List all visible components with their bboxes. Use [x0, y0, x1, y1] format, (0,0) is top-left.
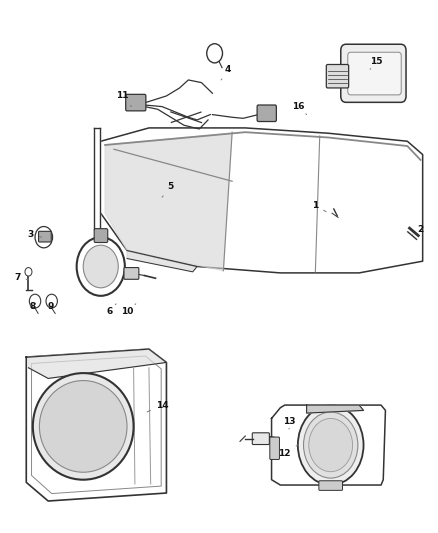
Text: 11: 11 — [117, 92, 131, 107]
Ellipse shape — [33, 373, 134, 480]
Circle shape — [207, 44, 223, 63]
FancyBboxPatch shape — [326, 64, 349, 88]
Text: 16: 16 — [292, 102, 307, 115]
Text: 8: 8 — [30, 302, 36, 311]
Text: 3: 3 — [28, 230, 42, 239]
FancyBboxPatch shape — [39, 231, 51, 242]
Polygon shape — [127, 251, 197, 272]
Circle shape — [35, 227, 53, 248]
Polygon shape — [26, 349, 166, 501]
Text: 1: 1 — [312, 201, 326, 212]
Text: 13: 13 — [283, 417, 295, 429]
Text: 2: 2 — [412, 225, 424, 235]
Circle shape — [29, 294, 41, 308]
Circle shape — [77, 237, 125, 296]
FancyBboxPatch shape — [341, 44, 406, 102]
FancyBboxPatch shape — [126, 94, 146, 111]
Circle shape — [298, 405, 364, 485]
FancyBboxPatch shape — [257, 105, 276, 122]
Text: 5: 5 — [162, 182, 174, 197]
Circle shape — [309, 418, 353, 472]
FancyBboxPatch shape — [270, 437, 279, 459]
Circle shape — [25, 268, 32, 276]
Circle shape — [46, 294, 57, 308]
Text: 14: 14 — [147, 401, 168, 412]
Polygon shape — [28, 349, 166, 378]
Text: 15: 15 — [370, 57, 383, 69]
Text: 12: 12 — [279, 445, 298, 457]
FancyBboxPatch shape — [319, 481, 343, 490]
Text: 6: 6 — [106, 304, 116, 316]
Text: 10: 10 — [121, 304, 136, 316]
Text: 7: 7 — [14, 273, 28, 281]
Polygon shape — [307, 405, 364, 413]
Circle shape — [83, 245, 118, 288]
FancyBboxPatch shape — [124, 268, 139, 279]
Polygon shape — [272, 405, 385, 485]
Ellipse shape — [39, 381, 127, 472]
Polygon shape — [105, 133, 232, 271]
Circle shape — [304, 412, 358, 478]
FancyBboxPatch shape — [348, 52, 401, 95]
Polygon shape — [101, 128, 423, 273]
FancyBboxPatch shape — [252, 433, 269, 445]
Text: 4: 4 — [221, 65, 231, 80]
Text: 9: 9 — [47, 302, 53, 311]
FancyBboxPatch shape — [94, 229, 108, 243]
